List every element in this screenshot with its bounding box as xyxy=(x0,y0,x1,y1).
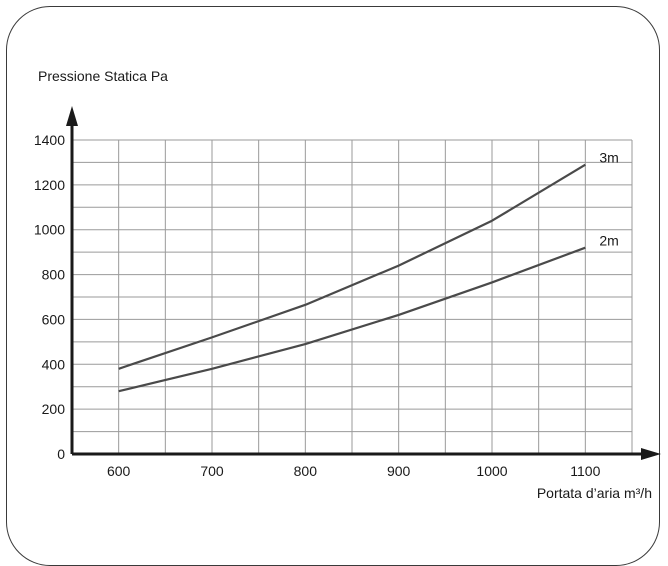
series-label-3m: 3m xyxy=(599,150,618,166)
y-axis-title: Pressione Statica Pa xyxy=(38,68,168,84)
x-axis-arrow xyxy=(641,448,661,460)
series-line-3m xyxy=(118,163,586,370)
y-tick-label: 400 xyxy=(42,356,66,372)
y-tick-label: 1200 xyxy=(34,177,65,193)
y-tick-label: 200 xyxy=(42,401,66,417)
x-tick-label: 700 xyxy=(200,463,224,479)
series-lines xyxy=(118,163,586,393)
y-axis-arrow xyxy=(66,106,78,126)
y-tick-label: 1000 xyxy=(34,222,65,238)
tick-labels: 0 200 400 600 800 1000 1200 1400 600 700 800 900 100… xyxy=(34,132,601,479)
x-tick-label: 1000 xyxy=(476,463,507,479)
grid xyxy=(72,139,633,454)
series-label-2m: 2m xyxy=(599,233,618,249)
chart: 0 200 400 600 800 1000 1200 1400 600 700 800 900 100… xyxy=(34,68,661,501)
y-tick-label: 1400 xyxy=(34,132,65,148)
axes xyxy=(66,106,661,460)
series-line-2m xyxy=(118,246,586,393)
x-axis-title: Portata d’aria m³/h xyxy=(537,485,652,501)
y-tick-label: 0 xyxy=(57,446,65,462)
x-tick-label: 1100 xyxy=(570,463,600,479)
x-tick-label: 800 xyxy=(294,463,318,479)
x-tick-label: 600 xyxy=(107,463,131,479)
series-labels: 3m 2m xyxy=(599,150,618,249)
y-tick-label: 600 xyxy=(42,311,66,327)
y-tick-label: 800 xyxy=(42,267,66,283)
x-tick-label: 900 xyxy=(387,463,411,479)
